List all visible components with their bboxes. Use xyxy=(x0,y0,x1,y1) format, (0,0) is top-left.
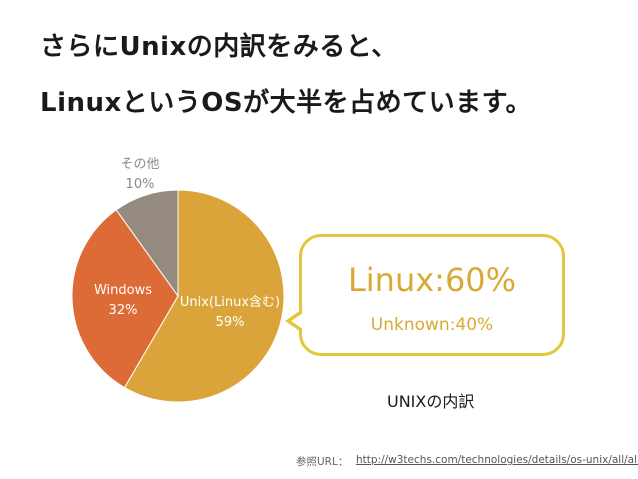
slice-name-label: Windows xyxy=(94,283,152,298)
slice-name-label: Unix(Linux含む) xyxy=(180,294,280,310)
chart-caption: UNIXの内訳 xyxy=(387,392,475,411)
callout-tail-inner xyxy=(291,313,303,329)
callout-sub-text: Unknown:40% xyxy=(370,315,494,335)
pie-slice xyxy=(115,189,179,298)
slice-name-label: その他 xyxy=(120,157,159,172)
linux-callout: Linux:60% Unknown:40% xyxy=(299,234,565,356)
pie-slice xyxy=(71,209,179,389)
page-title-line-2: LinuxというOSが大半を占めています。 xyxy=(40,88,532,118)
slice-value-label: 59% xyxy=(216,315,245,330)
slice-value-label: 32% xyxy=(109,303,138,318)
slice-value-label: 10% xyxy=(126,177,155,192)
callout-main-text: Linux:60% xyxy=(347,261,517,299)
page-title-line-1: さらにUnixの内訳をみると、 xyxy=(40,32,398,62)
reference-url-link[interactable]: http://w3techs.com/technologies/details/… xyxy=(356,454,638,466)
reference-label: 参照URL： xyxy=(296,456,349,468)
pie-slice xyxy=(123,189,285,403)
